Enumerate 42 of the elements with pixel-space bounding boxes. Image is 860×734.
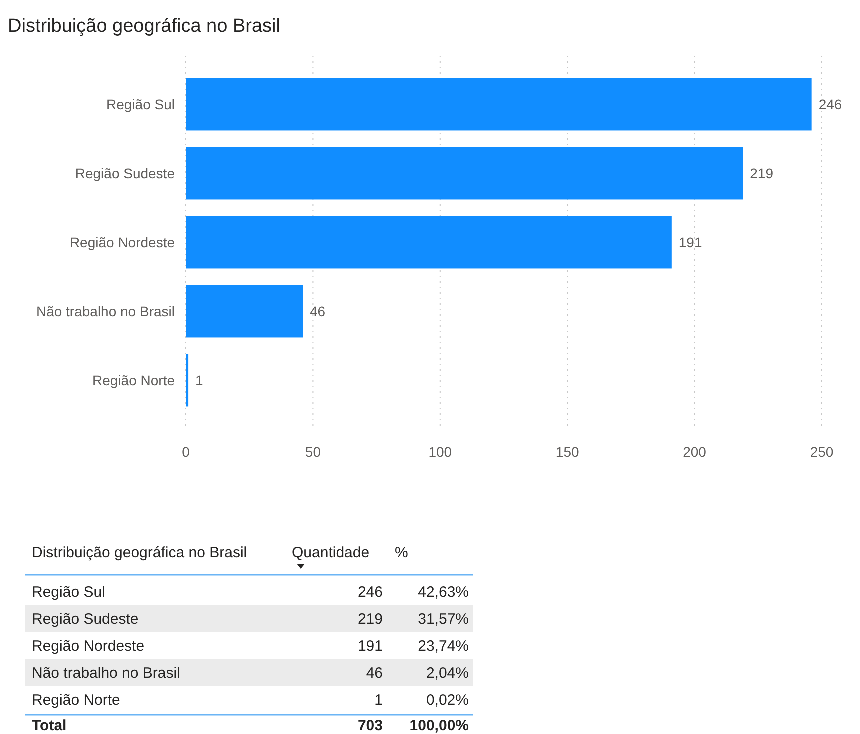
category-label: Região Nordeste [32,638,145,655]
text: Total [32,717,67,734]
y-tick-label: Região Sul [106,96,175,112]
text: Quantidade [292,544,370,562]
y-tick-label: Não trabalho no Brasil [36,303,175,320]
data-label: 0,02% [426,692,469,709]
data-label: 42,63% [418,584,469,601]
data-label: 219 [358,610,383,628]
data-label: 191 [358,638,383,655]
text: % [395,544,408,562]
data-label: 23,74% [418,638,469,655]
data-label: 246 [358,584,383,601]
data-label: 46 [366,664,383,682]
bar [186,147,744,200]
x-tick-label: 250 [810,444,834,460]
data-label: 1 [196,372,204,388]
y-tick-label: Região Norte [92,372,176,388]
x-tick-label: 50 [305,444,322,460]
data-label: 31,57% [418,610,469,628]
chart-title: Distribuição geográfica no Brasil [8,16,280,37]
category-label: Região Sudeste [32,610,139,628]
x-tick-label: 150 [556,444,580,460]
category-label: Região Norte [32,692,120,709]
bar [186,354,189,407]
data-label: 191 [678,234,702,250]
text: 100,00% [410,717,469,734]
data-label: 246 [818,96,842,112]
bar [186,78,812,131]
x-tick-label: 100 [428,444,452,460]
y-tick-label: Região Nordeste [70,234,176,250]
data-label: 219 [750,165,774,182]
data-label: 2,04% [426,664,469,682]
bar [186,285,304,338]
text: Distribuição geográfica no Brasil [32,544,248,562]
data-label: 46 [310,303,326,320]
x-tick-label: 0 [182,444,190,460]
category-label: Região Sul [32,584,106,601]
text: 703 [358,717,383,734]
x-tick-label: 200 [683,444,707,460]
data-label: 1 [374,692,383,709]
bar [186,216,672,269]
y-tick-label: Região Sudeste [75,165,176,182]
